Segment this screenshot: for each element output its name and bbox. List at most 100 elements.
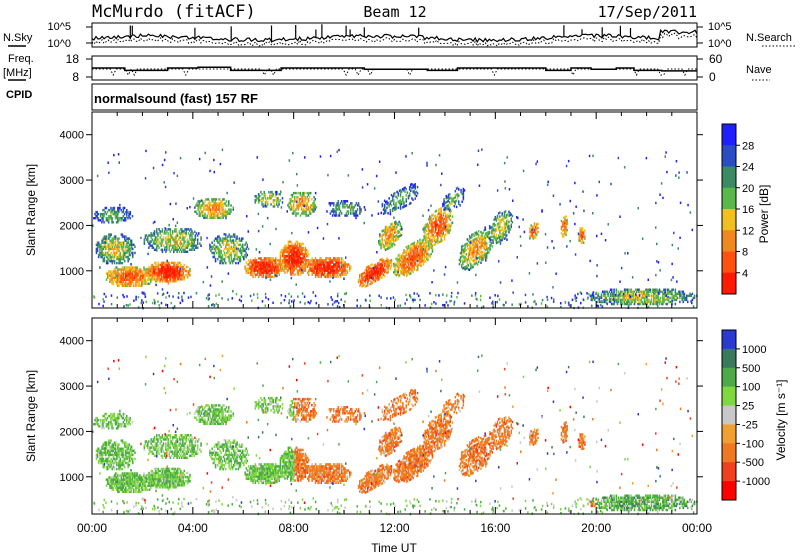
power-cell xyxy=(244,243,246,247)
power-cell xyxy=(560,228,563,231)
power-cell xyxy=(462,263,464,266)
power-cell xyxy=(99,219,102,222)
power-cell xyxy=(492,239,494,242)
power-cell xyxy=(303,200,305,203)
power-cell xyxy=(96,212,99,216)
power-cell xyxy=(162,280,164,283)
power-cell xyxy=(101,255,103,259)
power-cell xyxy=(344,269,346,272)
power-cell xyxy=(655,298,657,302)
power-cell xyxy=(305,214,307,217)
power-cell xyxy=(622,294,624,298)
power-cell xyxy=(473,244,475,248)
power-cell xyxy=(663,288,665,291)
power-cell xyxy=(213,198,215,201)
power-cell xyxy=(344,265,346,268)
power-cell xyxy=(397,268,400,272)
power-cell xyxy=(413,262,416,265)
power-cell xyxy=(190,238,192,241)
power-cell xyxy=(387,203,389,207)
power-cell xyxy=(682,300,685,304)
power-cell xyxy=(500,239,502,242)
power-cell xyxy=(144,270,146,273)
freq-line xyxy=(92,66,697,72)
power-cell xyxy=(109,215,111,218)
power-cell xyxy=(658,298,661,302)
power-cell xyxy=(108,235,110,238)
power-cell xyxy=(361,277,363,280)
power-cell xyxy=(464,243,466,246)
power-cell xyxy=(613,288,615,291)
power-cell xyxy=(430,220,432,224)
power-cell xyxy=(196,212,198,215)
power-cell xyxy=(502,232,505,235)
power-cell xyxy=(121,241,124,244)
power-cell xyxy=(104,239,107,242)
power-cell xyxy=(659,300,662,304)
power-cell xyxy=(505,224,508,227)
power-cell xyxy=(256,269,259,272)
power-cell xyxy=(453,204,456,208)
power-cell xyxy=(309,301,311,305)
power-cell xyxy=(532,227,535,230)
power-cell xyxy=(228,204,230,207)
power-cell xyxy=(113,255,116,259)
power-cell xyxy=(647,298,649,302)
power-cell xyxy=(167,282,170,285)
power-cell xyxy=(373,270,376,273)
power-cell xyxy=(333,263,335,266)
power-cell xyxy=(646,288,648,291)
power-cell xyxy=(402,253,404,257)
power-cell xyxy=(401,268,403,272)
power-cell xyxy=(291,246,293,250)
power-cell xyxy=(312,210,314,213)
power-cell xyxy=(510,225,513,229)
power-cell xyxy=(217,202,220,205)
power-cell xyxy=(328,265,331,268)
power-cell xyxy=(310,269,312,272)
power-cell xyxy=(116,245,118,249)
power-cell xyxy=(272,259,275,262)
power-cell xyxy=(391,230,394,234)
power-cell xyxy=(230,255,233,259)
power-cell xyxy=(409,266,411,270)
power-cell xyxy=(643,302,646,306)
power-cell xyxy=(480,251,482,254)
power-cell xyxy=(283,298,286,302)
power-cell xyxy=(161,238,164,241)
power-cell xyxy=(289,271,292,274)
power-cell xyxy=(383,230,386,234)
power-cell xyxy=(399,269,402,272)
power-cell xyxy=(502,234,505,237)
power-cell xyxy=(236,249,238,253)
power-cell xyxy=(579,239,582,242)
power-cell xyxy=(126,249,128,253)
power-cell xyxy=(393,223,396,226)
power-cell xyxy=(196,246,199,249)
power-cell xyxy=(227,247,229,251)
power-cell xyxy=(170,236,173,239)
power-cell xyxy=(433,225,436,228)
power-cell xyxy=(179,236,182,239)
power-cell xyxy=(150,232,152,235)
power-cell xyxy=(177,278,180,281)
power-cell xyxy=(638,298,640,302)
power-cell xyxy=(458,200,460,203)
power-cell xyxy=(258,267,260,270)
power-cell xyxy=(391,222,394,225)
power-cell xyxy=(177,248,180,252)
power-cell xyxy=(396,259,399,262)
power-cell xyxy=(413,185,415,189)
power-cell xyxy=(214,202,216,205)
power-cell xyxy=(293,269,295,272)
power-cell xyxy=(278,273,280,276)
power-cell xyxy=(661,290,663,293)
power-cell xyxy=(111,208,113,212)
power-cell xyxy=(386,265,388,268)
power-cell xyxy=(113,276,116,279)
power-cell xyxy=(321,267,324,270)
power-cell xyxy=(292,259,294,262)
power-cell xyxy=(260,267,262,270)
power-cell xyxy=(105,261,108,265)
power-cell xyxy=(619,298,621,302)
